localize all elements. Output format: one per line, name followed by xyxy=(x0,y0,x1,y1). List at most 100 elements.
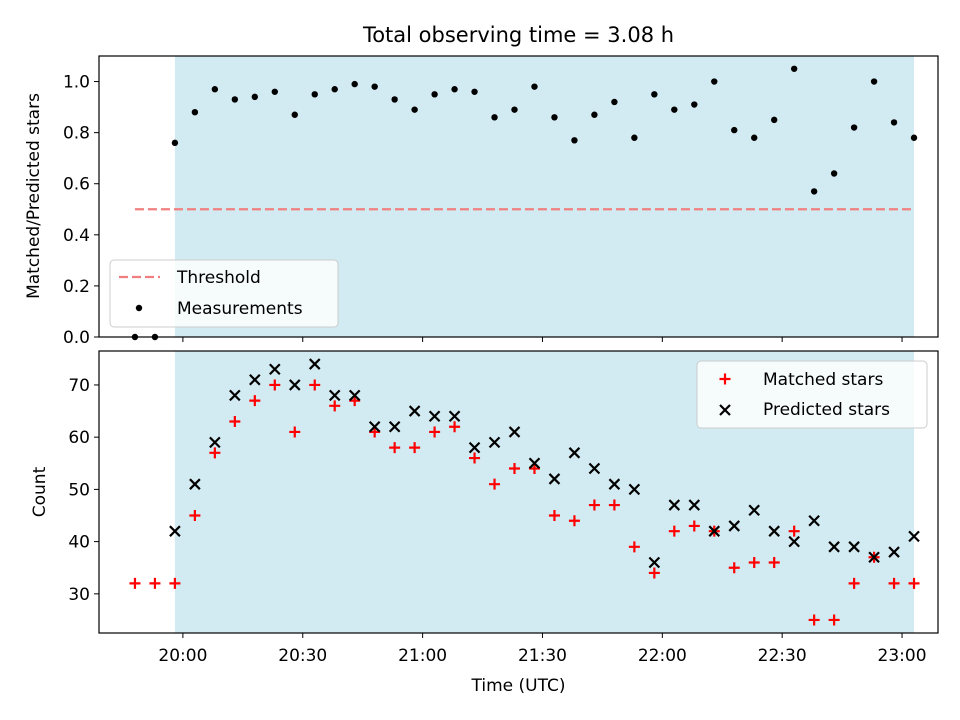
x-tick: 21:30 xyxy=(518,633,567,666)
matched-star-marker xyxy=(309,379,321,391)
x-tick-label: 22:30 xyxy=(758,646,807,666)
predicted-star-marker xyxy=(269,363,281,376)
measurement-point xyxy=(391,96,398,103)
matched-star-marker xyxy=(688,520,700,532)
matched-star-marker xyxy=(289,426,301,438)
matched-star-marker xyxy=(209,447,221,459)
predicted-star-marker xyxy=(868,551,880,564)
measurement-point xyxy=(531,83,538,90)
ratio-y-tick: 0.8 xyxy=(63,124,99,144)
predicted-star-marker xyxy=(249,373,261,386)
matched-star-marker xyxy=(169,577,181,589)
measurement-point xyxy=(850,124,858,131)
ratio-y-tick: 0.0 xyxy=(63,328,99,348)
x-tick: 22:30 xyxy=(758,633,807,666)
count-y-tick: 30 xyxy=(68,585,99,605)
predicted-star-marker xyxy=(568,447,581,459)
matched-star-marker xyxy=(149,577,161,589)
predicted-star-marker xyxy=(628,483,641,496)
measurement-point xyxy=(551,114,558,121)
predicted-star-marker xyxy=(708,525,721,537)
measurement-point xyxy=(251,93,259,101)
predicted-star-marker xyxy=(728,520,741,532)
measurement-point xyxy=(231,96,239,103)
count-y-tick-label: 50 xyxy=(68,480,90,500)
predicted-star-marker xyxy=(448,410,461,423)
measurement-point xyxy=(611,98,618,106)
measurement-point xyxy=(830,170,838,177)
matched-star-marker xyxy=(908,577,920,589)
measurement-point xyxy=(691,101,698,108)
matched-star-marker xyxy=(748,557,760,568)
predicted-star-marker xyxy=(688,499,701,511)
matched-star-marker xyxy=(568,515,580,527)
count-y-tick-label: 40 xyxy=(68,533,90,553)
legend-matched-swatch xyxy=(719,373,731,385)
ratio-y-tick-label: 0.8 xyxy=(63,124,90,144)
measurement-point xyxy=(870,78,878,85)
predicted-star-marker xyxy=(908,530,920,543)
measurement-point xyxy=(671,106,678,113)
measurement-point xyxy=(790,65,798,72)
predicted-star-marker xyxy=(828,541,840,553)
matched-star-marker xyxy=(469,452,481,464)
matched-star-marker xyxy=(728,562,740,574)
measurement-point xyxy=(431,91,438,98)
predicted-star-marker xyxy=(748,504,760,517)
measurement-point xyxy=(770,116,778,124)
matched-star-marker xyxy=(269,379,281,391)
count-y-tick-label: 60 xyxy=(68,428,90,448)
predicted-star-marker xyxy=(668,499,681,511)
matched-star-marker xyxy=(888,577,900,589)
matched-star-marker xyxy=(189,510,201,521)
predicted-star-marker xyxy=(189,478,201,490)
predicted-star-marker xyxy=(588,462,601,475)
predicted-star-marker xyxy=(169,525,181,537)
predicted-star-marker xyxy=(388,420,401,433)
x-tick: 22:00 xyxy=(638,633,687,666)
predicted-star-marker xyxy=(808,514,820,527)
ratio-axes-frame xyxy=(98,55,939,338)
matched-star-marker xyxy=(429,426,441,438)
ratio-panel: 0.0 0.2 0.4 0.6 0.8 1.0 Matched/Predicted sta… xyxy=(24,55,939,348)
measurement-point xyxy=(271,88,278,95)
measurement-point xyxy=(751,134,758,141)
measurement-point xyxy=(191,109,199,116)
measurement-point xyxy=(810,188,818,195)
predicted-star-marker xyxy=(348,389,361,402)
x-tick: 20:30 xyxy=(278,633,327,666)
legend-threshold-label: Threshold xyxy=(176,268,261,288)
measurement-point xyxy=(591,111,598,118)
measurement-point xyxy=(711,78,718,85)
ratio-y-tick: 1.0 xyxy=(63,73,99,93)
legend-predicted-label: Predicted stars xyxy=(763,400,890,420)
matched-star-marker xyxy=(788,525,800,537)
ratio-y-tick-label: 0.6 xyxy=(63,175,90,195)
predicted-star-marker xyxy=(368,420,381,433)
measurement-point xyxy=(311,91,318,98)
ratio-legend: Threshold Measurements xyxy=(109,259,339,328)
ratio-y-tick-label: 0.2 xyxy=(63,277,90,297)
predicted-star-marker xyxy=(488,436,501,449)
measurement-point xyxy=(351,80,358,88)
x-tick-label: 20:30 xyxy=(278,646,327,666)
x-axis-label: Time (UTC) xyxy=(471,676,566,696)
matched-star-marker xyxy=(648,567,660,579)
matched-star-marker xyxy=(489,478,501,490)
predicted-star-marker xyxy=(288,379,301,391)
measurement-point xyxy=(511,106,518,113)
predicted-star-marker xyxy=(768,525,780,537)
x-tick-label: 22:00 xyxy=(638,646,687,666)
predicted-star-marker xyxy=(209,436,221,449)
count-legend: Matched stars Predicted stars xyxy=(696,360,928,429)
matched-star-marker xyxy=(509,463,521,474)
matched-star-marker xyxy=(229,416,241,427)
measurement-point xyxy=(651,91,658,98)
ratio-y-tick: 0.2 xyxy=(63,277,99,297)
matched-star-marker xyxy=(628,541,640,553)
legend-box xyxy=(696,360,928,429)
measurement-point xyxy=(571,137,578,144)
ratio-y-axis-label: Matched/Predicted stars xyxy=(24,93,44,299)
predicted-star-marker xyxy=(468,441,481,454)
